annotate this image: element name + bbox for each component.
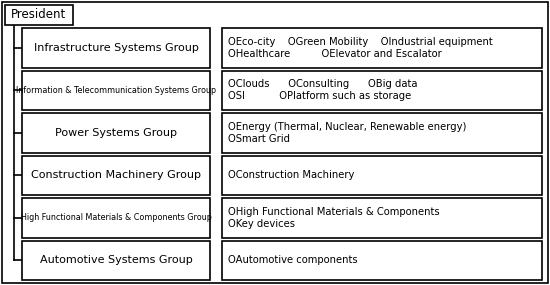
- FancyBboxPatch shape: [5, 5, 73, 25]
- FancyBboxPatch shape: [22, 241, 210, 280]
- Text: OEnergy (Thermal, Nuclear, Renewable energy): OEnergy (Thermal, Nuclear, Renewable ene…: [228, 122, 466, 132]
- FancyBboxPatch shape: [22, 70, 210, 110]
- FancyBboxPatch shape: [222, 70, 542, 110]
- Text: OClouds      OConsulting      OBig data: OClouds OConsulting OBig data: [228, 79, 417, 89]
- Text: Automotive Systems Group: Automotive Systems Group: [40, 255, 192, 265]
- Text: High Functional Materials & Components Group: High Functional Materials & Components G…: [20, 213, 211, 222]
- Text: OKey devices: OKey devices: [228, 219, 295, 229]
- FancyBboxPatch shape: [22, 198, 210, 237]
- FancyBboxPatch shape: [22, 28, 210, 68]
- Text: Construction Machinery Group: Construction Machinery Group: [31, 170, 201, 180]
- FancyBboxPatch shape: [222, 156, 542, 195]
- FancyBboxPatch shape: [222, 28, 542, 68]
- Text: OHigh Functional Materials & Components: OHigh Functional Materials & Components: [228, 207, 439, 217]
- Text: Power Systems Group: Power Systems Group: [55, 128, 177, 138]
- Text: OEco-city    OGreen Mobility    OIndustrial equipment: OEco-city OGreen Mobility OIndustrial eq…: [228, 37, 493, 47]
- Text: OAutomotive components: OAutomotive components: [228, 255, 358, 265]
- Text: OHealthcare          OElevator and Escalator: OHealthcare OElevator and Escalator: [228, 49, 442, 59]
- FancyBboxPatch shape: [2, 2, 548, 283]
- FancyBboxPatch shape: [222, 198, 542, 237]
- Text: OSmart Grid: OSmart Grid: [228, 134, 290, 144]
- Text: President: President: [12, 9, 67, 21]
- Text: OSI           OPlatform such as storage: OSI OPlatform such as storage: [228, 91, 411, 101]
- FancyBboxPatch shape: [222, 113, 542, 152]
- Text: Information & Telecommunication Systems Group: Information & Telecommunication Systems …: [16, 86, 216, 95]
- FancyBboxPatch shape: [222, 241, 542, 280]
- FancyBboxPatch shape: [22, 156, 210, 195]
- FancyBboxPatch shape: [22, 113, 210, 152]
- Text: Infrastructure Systems Group: Infrastructure Systems Group: [34, 43, 199, 53]
- Text: OConstruction Machinery: OConstruction Machinery: [228, 170, 354, 180]
